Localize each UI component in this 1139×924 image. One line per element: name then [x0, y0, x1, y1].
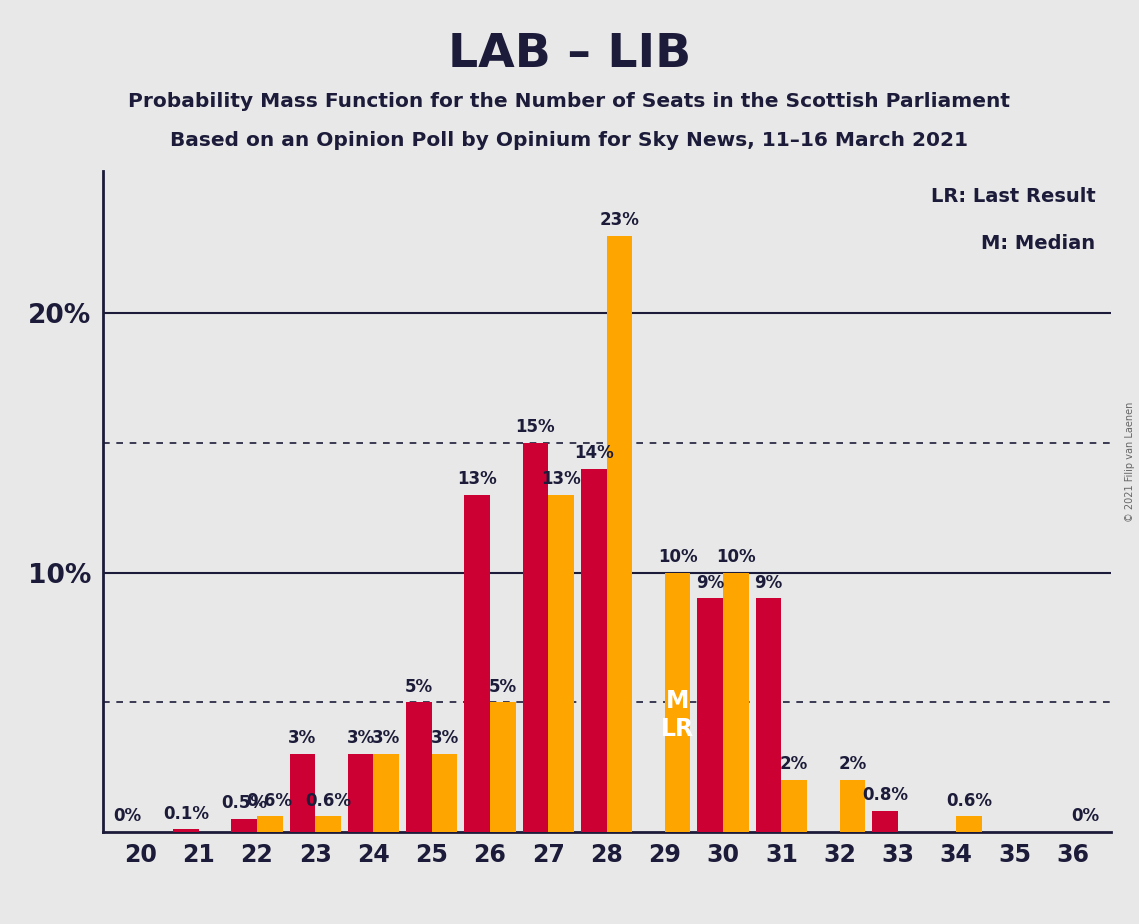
- Bar: [956, 816, 982, 832]
- Text: Based on an Opinion Poll by Opinium for Sky News, 11–16 March 2021: Based on an Opinion Poll by Opinium for …: [171, 131, 968, 151]
- Text: 0.1%: 0.1%: [163, 805, 208, 822]
- Bar: [173, 829, 198, 832]
- Bar: [607, 236, 632, 832]
- Bar: [665, 573, 690, 832]
- Text: 15%: 15%: [516, 419, 555, 436]
- Text: 2%: 2%: [838, 755, 867, 773]
- Bar: [347, 754, 374, 832]
- Text: 5%: 5%: [404, 677, 433, 696]
- Text: 3%: 3%: [372, 729, 401, 748]
- Text: 2%: 2%: [780, 755, 809, 773]
- Bar: [755, 599, 781, 832]
- Bar: [490, 702, 516, 832]
- Bar: [257, 816, 282, 832]
- Bar: [548, 494, 574, 832]
- Bar: [723, 573, 748, 832]
- Text: M: Median: M: Median: [982, 234, 1096, 252]
- Text: 10%: 10%: [658, 548, 697, 566]
- Bar: [407, 702, 432, 832]
- Text: 13%: 13%: [457, 470, 497, 488]
- Text: 3%: 3%: [431, 729, 459, 748]
- Text: 0.6%: 0.6%: [305, 792, 351, 809]
- Text: LR: Last Result: LR: Last Result: [931, 188, 1096, 206]
- Bar: [374, 754, 399, 832]
- Bar: [581, 468, 607, 832]
- Bar: [432, 754, 458, 832]
- Text: 0.6%: 0.6%: [247, 792, 293, 809]
- Text: 0.8%: 0.8%: [862, 786, 908, 805]
- Text: 3%: 3%: [288, 729, 317, 748]
- Bar: [316, 816, 341, 832]
- Text: LAB – LIB: LAB – LIB: [448, 32, 691, 78]
- Bar: [465, 494, 490, 832]
- Text: 14%: 14%: [574, 444, 614, 462]
- Bar: [523, 443, 548, 832]
- Text: 0.5%: 0.5%: [221, 794, 268, 812]
- Bar: [839, 780, 866, 832]
- Text: © 2021 Filip van Laenen: © 2021 Filip van Laenen: [1125, 402, 1134, 522]
- Text: 9%: 9%: [754, 574, 782, 592]
- Text: 0%: 0%: [1072, 808, 1099, 825]
- Bar: [872, 811, 898, 832]
- Text: 0.6%: 0.6%: [945, 792, 992, 809]
- Bar: [697, 599, 723, 832]
- Text: 13%: 13%: [541, 470, 581, 488]
- Text: Probability Mass Function for the Number of Seats in the Scottish Parliament: Probability Mass Function for the Number…: [129, 92, 1010, 112]
- Text: 23%: 23%: [599, 212, 639, 229]
- Bar: [289, 754, 316, 832]
- Text: 9%: 9%: [696, 574, 724, 592]
- Bar: [231, 819, 257, 832]
- Text: 0%: 0%: [114, 808, 141, 825]
- Text: 10%: 10%: [716, 548, 755, 566]
- Text: M
LR: M LR: [661, 689, 694, 741]
- Text: 3%: 3%: [346, 729, 375, 748]
- Text: 5%: 5%: [489, 677, 517, 696]
- Bar: [781, 780, 806, 832]
